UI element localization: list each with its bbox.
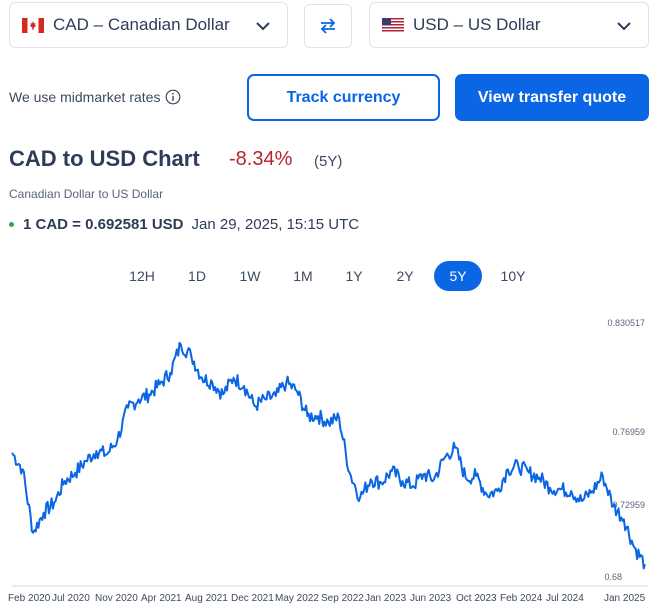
view-transfer-quote-button[interactable]: View transfer quote [455, 74, 649, 121]
from-currency-label: CAD – Canadian Dollar [53, 15, 230, 34]
swap-arrows-icon [320, 18, 336, 34]
x-tick-label: Feb 2024 [500, 593, 543, 604]
rate-value: 1 CAD = 0.692581 USD [23, 216, 184, 233]
tab-12h[interactable]: 12H [129, 268, 155, 284]
tab-1w[interactable]: 1W [239, 268, 261, 284]
y-tick-label: 0.72959 [612, 500, 645, 510]
to-currency-name: US Dollar [467, 15, 541, 34]
canada-flag-icon [22, 17, 44, 33]
chevron-down-icon [256, 22, 270, 31]
x-tick-label: Jan 2023 [365, 593, 407, 604]
x-tick-label: May 2022 [275, 593, 319, 604]
rate-change-percent: -8.34% [229, 148, 293, 170]
y-axis: 0.830517 0.76959 0.72959 0.68 [604, 318, 645, 582]
chart-subtitle: Canadian Dollar to US Dollar [9, 187, 164, 201]
current-rate: 1 CAD = 0.692581 USD Jan 29, 2025, 15:15… [9, 216, 359, 233]
tab-10y[interactable]: 10Y [500, 268, 526, 284]
to-currency-code: USD [413, 15, 449, 34]
x-tick-label: Aug 2021 [185, 593, 228, 604]
x-axis: Feb 2020 Jul 2020 Nov 2020 Apr 2021 Aug … [8, 593, 646, 604]
tab-2y[interactable]: 2Y [396, 268, 414, 284]
x-tick-label: Jan 2025 [604, 593, 646, 604]
swap-currencies-button[interactable] [304, 4, 352, 48]
x-tick-label: Apr 2021 [141, 593, 182, 604]
chevron-down-icon [617, 22, 631, 31]
x-tick-label: Jun 2023 [410, 593, 452, 604]
chart-title: CAD to USD Chart [9, 146, 200, 171]
series-line [11, 341, 646, 570]
rate-change-period: (5Y) [314, 153, 343, 170]
to-currency-select[interactable]: USD – US Dollar [369, 2, 649, 48]
to-currency-label: USD – US Dollar [413, 15, 541, 34]
y-tick-label: 0.830517 [607, 318, 645, 328]
tab-1y[interactable]: 1Y [345, 268, 363, 284]
tab-1m[interactable]: 1M [293, 268, 313, 284]
from-currency-select[interactable]: CAD – Canadian Dollar [9, 2, 288, 48]
from-currency-name: Canadian Dollar [107, 15, 230, 34]
x-tick-label: Feb 2020 [8, 593, 51, 604]
tab-1d[interactable]: 1D [188, 268, 206, 284]
rate-chart[interactable]: 0.830517 0.76959 0.72959 0.68 Feb 2020 J… [0, 300, 660, 610]
midmarket-info: We use midmarket rates [9, 89, 181, 105]
y-tick-label: 0.76959 [612, 427, 645, 437]
x-tick-label: Dec 2021 [231, 593, 274, 604]
midmarket-text: We use midmarket rates [9, 89, 161, 105]
x-tick-label: Sep 2022 [321, 593, 364, 604]
from-currency-code: CAD [53, 15, 89, 34]
x-tick-label: Jul 2024 [546, 593, 584, 604]
x-tick-label: Jul 2020 [52, 593, 90, 604]
info-icon[interactable] [165, 89, 181, 105]
x-tick-label: Nov 2020 [95, 593, 138, 604]
rate-timestamp: Jan 29, 2025, 15:15 UTC [191, 216, 360, 233]
us-flag-icon [382, 17, 404, 33]
y-tick-label: 0.68 [604, 572, 622, 582]
track-currency-button[interactable]: Track currency [247, 74, 440, 121]
live-indicator-dot [9, 222, 14, 227]
tab-5y[interactable]: 5Y [434, 261, 482, 291]
x-tick-label: Oct 2023 [456, 593, 497, 604]
